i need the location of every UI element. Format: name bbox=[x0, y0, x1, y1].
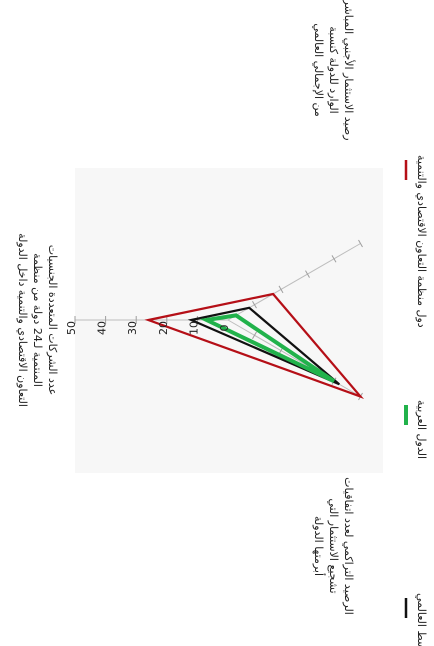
axis-label-line: الرصيد التراكمي لعدد اتفاقيات bbox=[342, 477, 355, 615]
axis-label-line: رصيد الاستثمار الأجنبي المباشر bbox=[342, 0, 356, 141]
axis-label-line: المنتمية لـ24 دولة من منظمة bbox=[31, 253, 44, 387]
series-polygon-2 bbox=[199, 313, 336, 384]
axis-label-line: أبرمتها الدولة bbox=[312, 516, 326, 576]
tick-mark bbox=[331, 255, 337, 263]
series-layer bbox=[144, 292, 365, 399]
legend-label: المتوسط العالمي bbox=[415, 593, 428, 646]
legend: المتوسط العالمي الدول العربية دول منظمة ال… bbox=[404, 155, 428, 646]
legend-item-1: المتوسط العالمي bbox=[404, 593, 428, 646]
tick-mark bbox=[252, 331, 257, 340]
tick-label: 10 bbox=[187, 321, 200, 335]
tick-label: 30 bbox=[126, 321, 139, 335]
legend-item-3: دول منظمة التعاون الاقتصادي والتنمية bbox=[404, 155, 428, 328]
axis-label-line: من الإجمالي العالمي bbox=[312, 23, 325, 117]
tick-mark bbox=[278, 285, 284, 294]
tick-mark bbox=[305, 270, 310, 278]
tick-mark bbox=[252, 300, 257, 309]
tick-label: 50 bbox=[65, 321, 78, 335]
axis-label-line: عدد الشركات المتعددة الجنسيات bbox=[46, 245, 59, 395]
axis-label-line: التعاون الاقتصادي والتنمية داخل الدولة bbox=[16, 233, 29, 407]
series-polygon-1 bbox=[187, 306, 341, 386]
legend-item-2: الدول العربية bbox=[404, 400, 428, 459]
labels-layer: 50 40 30 20 10 0 عدد الشركات المتعددة الجنسيات… bbox=[16, 0, 356, 615]
tick-label: 20 bbox=[157, 321, 170, 335]
tick-label: 0 bbox=[218, 325, 231, 332]
axis-label-line: تشجيع الاستثمار التي bbox=[327, 498, 340, 593]
series-polygon-3 bbox=[144, 292, 365, 399]
tick-mark bbox=[358, 239, 363, 248]
legend-label: الدول العربية bbox=[415, 400, 428, 459]
axis-label-line: الوارد للدولة كنسبة bbox=[327, 26, 340, 113]
legend-label: دول منظمة التعاون الاقتصادي والتنمية bbox=[415, 155, 428, 328]
tick-label: 40 bbox=[96, 321, 109, 335]
